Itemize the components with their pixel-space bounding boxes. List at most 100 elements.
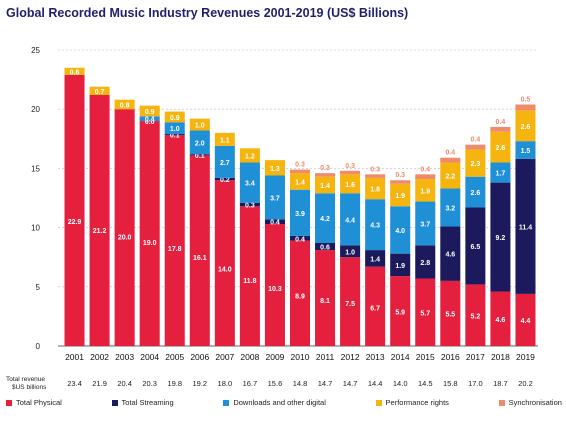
bar-segment xyxy=(415,179,436,202)
bar-segment xyxy=(315,242,336,251)
x-tick-label: 2010 xyxy=(291,352,310,362)
bar-segment xyxy=(189,154,210,156)
legend-label: Synchronisation xyxy=(508,398,562,407)
legend-label: Performance rights xyxy=(385,398,449,407)
x-tick-label: 2002 xyxy=(90,352,109,362)
x-tick-label: 2009 xyxy=(265,352,284,362)
x-tick-label: 2018 xyxy=(491,352,510,362)
bar-segment xyxy=(239,206,260,346)
data-label: 1.3 xyxy=(270,166,280,173)
data-label: 5.5 xyxy=(445,312,455,319)
data-label: 1.1 xyxy=(220,137,230,144)
data-label: 19.0 xyxy=(143,240,157,247)
data-label: 3.7 xyxy=(270,195,280,202)
bar-segment xyxy=(289,240,311,346)
data-label: 5.7 xyxy=(420,311,430,318)
legend-swatch xyxy=(223,399,230,406)
data-label: 4.6 xyxy=(496,317,506,324)
total-revenue-value: 14.7 xyxy=(343,379,358,388)
legend-label: Total Physical xyxy=(16,398,62,407)
bar-segment xyxy=(340,257,361,346)
data-label: 20.0 xyxy=(118,234,132,241)
bar-segment xyxy=(365,199,386,251)
data-label: 2.7 xyxy=(220,160,230,167)
data-label: 0.4 xyxy=(270,220,280,227)
bar-segment xyxy=(515,158,536,294)
data-label: 8.1 xyxy=(320,298,330,305)
bar-segment xyxy=(490,162,511,183)
x-tick-label: 2004 xyxy=(140,352,159,362)
data-label: 0.9 xyxy=(145,109,155,116)
x-tick-label: 2015 xyxy=(416,352,435,362)
total-revenue-value: 14.0 xyxy=(393,379,408,388)
data-label: 0.4 xyxy=(496,119,506,126)
data-label: 0.3 xyxy=(370,166,380,173)
bar-segment xyxy=(515,104,536,111)
bar-segment xyxy=(440,226,461,281)
total-revenue-unit-label: $US billions xyxy=(12,384,47,391)
legend-item: Downloads and other digital xyxy=(223,398,326,407)
data-label: 0.1 xyxy=(170,133,180,140)
total-revenue-value: 14.4 xyxy=(368,379,383,388)
bar-segment xyxy=(365,250,386,267)
bar-segment xyxy=(390,276,411,346)
data-label: 5.9 xyxy=(395,310,405,317)
y-tick-label: 20 xyxy=(31,105,40,114)
y-tick-label: 25 xyxy=(31,46,40,55)
data-label: 1.8 xyxy=(370,187,380,194)
data-label: 4.2 xyxy=(320,216,330,223)
bar-segment xyxy=(289,235,311,241)
bar-segment xyxy=(214,132,235,146)
total-revenue-value: 19.8 xyxy=(167,379,182,388)
data-label: 7.5 xyxy=(345,301,355,308)
data-label: 0.0 xyxy=(145,119,155,126)
data-label: 0.3 xyxy=(395,172,405,179)
bar-segment xyxy=(114,99,135,110)
legend-swatch xyxy=(375,399,382,406)
data-label: 1.9 xyxy=(395,263,405,270)
bar-segment xyxy=(239,202,260,207)
data-label: 4.4 xyxy=(345,217,355,224)
data-label: 1.9 xyxy=(395,193,405,200)
legend-item: Performance rights xyxy=(375,398,449,407)
x-tick-label: 2005 xyxy=(165,352,184,362)
bar-segment xyxy=(465,144,486,150)
y-tick-label: 0 xyxy=(36,342,41,351)
data-label: 5.2 xyxy=(471,313,481,320)
bar-segment xyxy=(390,183,411,207)
data-label: 0.6 xyxy=(320,245,330,252)
data-label: 1.5 xyxy=(521,148,531,155)
bar-segment xyxy=(64,74,85,346)
data-label: 4.4 xyxy=(521,318,531,325)
legend-item: Total Streaming xyxy=(111,398,174,407)
data-label: 11.4 xyxy=(519,224,532,231)
bar-segment xyxy=(139,116,160,122)
bar-segment xyxy=(390,180,411,184)
data-label: 17.8 xyxy=(168,246,182,253)
data-label: 2.6 xyxy=(496,145,506,152)
bar-segment xyxy=(239,148,260,163)
bar-segment xyxy=(264,175,285,220)
bar-segment xyxy=(264,224,285,346)
bar-segment xyxy=(164,122,185,135)
data-label: 4.6 xyxy=(445,252,455,259)
bar-segment xyxy=(515,110,536,142)
total-revenue-value: 20.2 xyxy=(518,379,533,388)
bar-segment xyxy=(515,293,536,346)
bar-segment xyxy=(315,173,336,177)
bar-segment xyxy=(340,170,361,175)
bar-segment xyxy=(315,176,336,194)
data-label: 0.4 xyxy=(295,236,305,243)
bar-segment xyxy=(340,245,361,258)
bar-segment xyxy=(164,111,185,123)
data-label: 21.2 xyxy=(93,228,107,235)
data-label: 0.3 xyxy=(345,163,355,170)
legend-label: Total Streaming xyxy=(121,398,174,407)
bar-segment xyxy=(415,245,436,279)
data-label: 0.8 xyxy=(120,102,130,109)
bar-segment xyxy=(340,193,361,246)
data-label: 3.2 xyxy=(445,205,455,212)
bar-segment xyxy=(390,253,411,277)
total-revenue-value: 20.3 xyxy=(142,379,157,388)
